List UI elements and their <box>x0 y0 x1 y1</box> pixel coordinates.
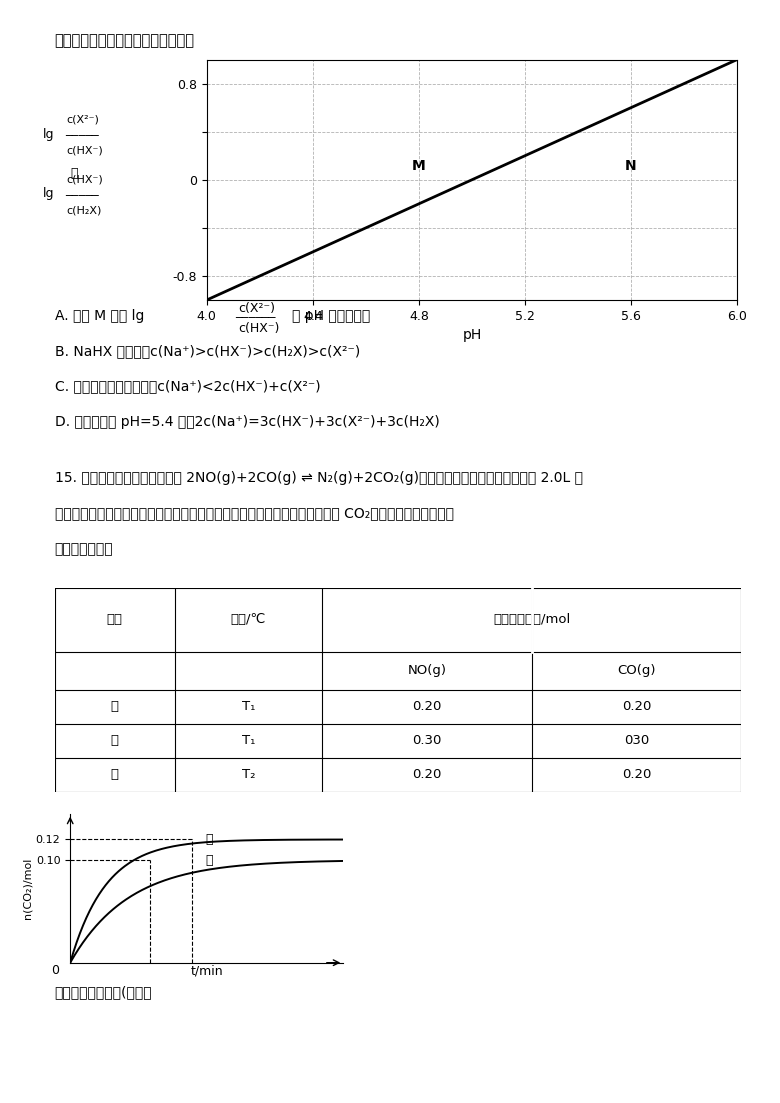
Text: c(X²⁻): c(X²⁻) <box>66 114 99 125</box>
Text: 示。下列叙述正确的是　　（　　）: 示。下列叙述正确的是 （ ） <box>55 33 194 49</box>
Y-axis label: n(CO₂)/mol: n(CO₂)/mol <box>23 857 33 919</box>
Text: 容器: 容器 <box>107 613 122 627</box>
Text: c(X²⁻): c(X²⁻) <box>238 302 275 315</box>
Text: 0.20: 0.20 <box>413 768 441 781</box>
Text: NO(g): NO(g) <box>407 664 446 677</box>
Text: T₁: T₁ <box>242 700 255 714</box>
Text: C. 当混合溶液呈中性时：c(Na⁺)<2c(HX⁻)+c(X²⁻): C. 当混合溶液呈中性时：c(Na⁺)<2c(HX⁻)+c(X²⁻) <box>55 379 321 394</box>
Text: 0.20: 0.20 <box>622 700 651 714</box>
Text: 0.20: 0.20 <box>413 700 441 714</box>
Text: T₂: T₂ <box>242 768 255 781</box>
Text: 丙: 丙 <box>205 833 213 846</box>
X-axis label: t/min: t/min <box>190 964 223 977</box>
Text: lg: lg <box>43 186 55 200</box>
Text: CO(g): CO(g) <box>617 664 655 677</box>
Text: c(HX⁻): c(HX⁻) <box>238 322 279 335</box>
Text: lg: lg <box>43 128 55 141</box>
Text: ─────: ───── <box>65 190 98 201</box>
Text: 0: 0 <box>51 964 59 977</box>
Text: N: N <box>626 159 636 172</box>
Text: 丙: 丙 <box>111 768 119 781</box>
Text: M: M <box>412 159 426 172</box>
Text: 030: 030 <box>624 735 649 747</box>
Text: 下列说法正确的是(　　）: 下列说法正确的是( ） <box>55 985 152 998</box>
Text: T₁: T₁ <box>242 735 255 747</box>
Text: 甲: 甲 <box>205 854 213 867</box>
Text: 关系如图所示：: 关系如图所示： <box>55 542 113 556</box>
Text: 15. 汽车尾气净化的主要原理为 2NO(g)+2CO(g) ⇌ N₂(g)+2CO₂(g)，一定温度下，在三个容积均为 2.0L 的: 15. 汽车尾气净化的主要原理为 2NO(g)+2CO(g) ⇌ N₂(g)+2… <box>55 471 583 485</box>
Text: D. 当混合溶液 pH=5.4 时：2c(Na⁺)=3c(HX⁻)+3c(X²⁻)+3c(H₂X): D. 当混合溶液 pH=5.4 时：2c(Na⁺)=3c(HX⁻)+3c(X²⁻… <box>55 415 439 429</box>
Text: 0.20: 0.20 <box>622 768 651 781</box>
Text: 恒容密闭容器中起始物质的量与反应温度如表所示，反应过程中甲、丙容器中 CO₂的物质的量随时间变化: 恒容密闭容器中起始物质的量与反应温度如表所示，反应过程中甲、丙容器中 CO₂的物… <box>55 506 454 521</box>
Text: B. NaHX 溶液中：c(Na⁺)>c(HX⁻)>c(H₂X)>c(X²⁻): B. NaHX 溶液中：c(Na⁺)>c(HX⁻)>c(H₂X)>c(X²⁻) <box>55 344 360 358</box>
Text: 温度/℃: 温度/℃ <box>231 613 266 627</box>
Text: 0.30: 0.30 <box>413 735 441 747</box>
Text: c(HX⁻): c(HX⁻) <box>66 174 103 185</box>
Text: A. 曲线 M 表示 lg: A. 曲线 M 表示 lg <box>55 309 144 323</box>
Text: 乙: 乙 <box>111 735 119 747</box>
Text: 与 pH 的变化关系: 与 pH 的变化关系 <box>292 309 370 323</box>
Text: 或: 或 <box>70 167 78 180</box>
Text: 起始物质的量/mol: 起始物质的量/mol <box>493 613 570 627</box>
Text: ──────: ────── <box>236 312 276 322</box>
Text: c(H₂X): c(H₂X) <box>66 205 101 216</box>
X-axis label: pH: pH <box>463 329 481 342</box>
Text: ─────: ───── <box>65 129 98 140</box>
Text: c(HX⁻): c(HX⁻) <box>66 144 103 156</box>
Text: 甲: 甲 <box>111 700 119 714</box>
